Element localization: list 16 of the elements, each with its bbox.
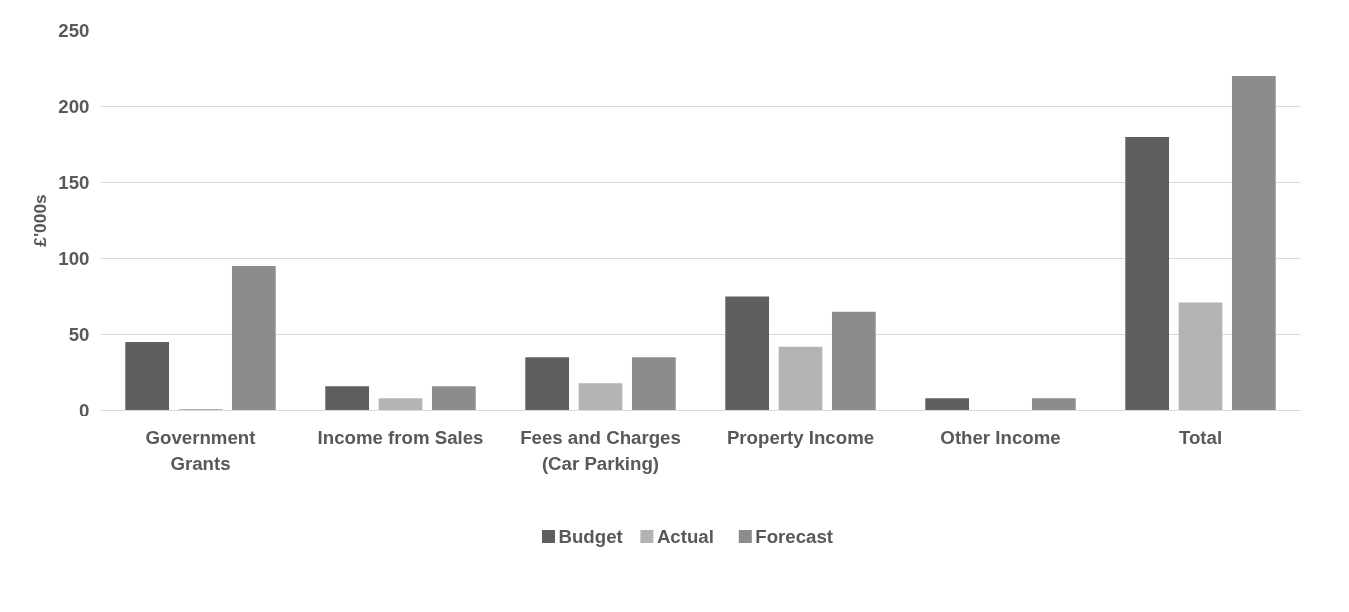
x-tick-label: Income from Sales: [317, 427, 484, 448]
x-tick-label: Property Income: [726, 427, 875, 448]
x-tick-label: Fees and Charges (Car Parking): [520, 427, 681, 475]
x-tick-label: Government Grants: [145, 427, 256, 475]
y-tick-label: 0: [79, 399, 90, 421]
legend-label: Actual: [656, 526, 714, 547]
x-tick-label: Total: [1178, 427, 1223, 448]
y-tick-label: 150: [58, 172, 90, 193]
y-tick-label: 200: [58, 96, 90, 117]
x-tick-label: Other Income: [940, 427, 1061, 448]
y-tick-label: 50: [68, 324, 90, 345]
y-axis-title: £'000s: [30, 194, 51, 247]
legend-label: Forecast: [755, 526, 834, 547]
y-tick-label: 250: [58, 20, 90, 41]
legend-label: Budget: [558, 526, 623, 547]
y-tick-label: 100: [58, 248, 90, 269]
